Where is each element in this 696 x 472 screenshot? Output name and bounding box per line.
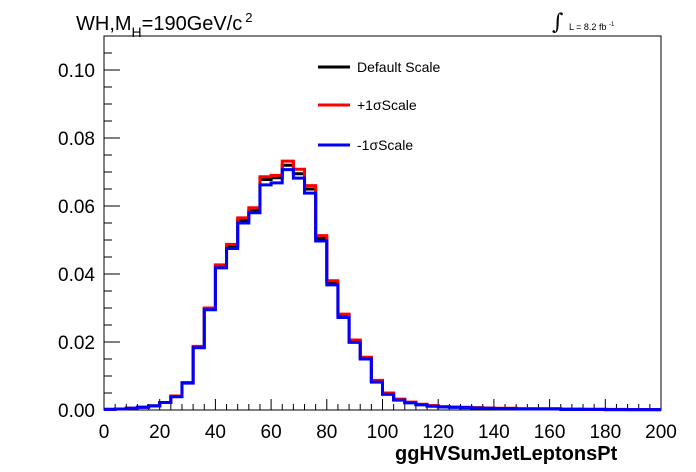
legend: Default Scale +1σScale -1σScale xyxy=(318,59,440,153)
legend-label: Default Scale xyxy=(357,59,440,75)
x-tick-labels: 0 20 40 60 80 100 120 140 160 180 200 xyxy=(99,422,677,443)
plot-title: WH,MH=190GeV/c 2 xyxy=(76,10,253,40)
x-tick-label: 200 xyxy=(645,422,677,443)
x-axis-label: ggHVSumJetLeptonsPt xyxy=(395,443,618,465)
y-tick-label: 0.06 xyxy=(58,197,95,218)
series-line-1 xyxy=(104,159,661,412)
x-tick-label: 140 xyxy=(478,422,510,443)
legend-label: +1σScale xyxy=(357,97,417,113)
x-tick-label: 40 xyxy=(205,422,226,443)
series-line-2 xyxy=(104,168,661,412)
series-line-0 xyxy=(104,163,661,412)
luminosity-unit-exponent: -1 xyxy=(608,22,615,28)
x-tick-label: 160 xyxy=(534,422,566,443)
histogram-series xyxy=(104,159,661,412)
x-tick-label: 100 xyxy=(367,422,399,443)
plot-frame xyxy=(103,35,662,411)
y-tick-label: 0.02 xyxy=(58,333,95,354)
y-tick-label: 0.00 xyxy=(58,401,95,422)
x-tick-label: 180 xyxy=(589,422,621,443)
luminosity-text: L = 8.2 fb xyxy=(569,22,607,32)
x-tick-label: 80 xyxy=(316,422,337,443)
title-superscript: 2 xyxy=(245,10,252,25)
title-subscript: H xyxy=(132,24,142,40)
y-tick-label: 0.10 xyxy=(58,61,95,82)
axis-ticks xyxy=(103,35,662,411)
x-tick-label: 0 xyxy=(99,422,110,443)
title-prefix: WH,M xyxy=(76,13,132,35)
legend-label: -1σScale xyxy=(357,137,413,153)
x-tick-label: 120 xyxy=(422,422,454,443)
y-tick-labels: 0.00 0.02 0.04 0.06 0.08 0.10 xyxy=(58,61,95,422)
title-mid: =190GeV/c xyxy=(142,13,243,35)
integral-symbol: ∫ xyxy=(552,10,564,35)
y-tick-label: 0.08 xyxy=(58,129,95,150)
x-tick-label: 60 xyxy=(261,422,282,443)
x-tick-label: 20 xyxy=(149,422,170,443)
y-tick-label: 0.04 xyxy=(58,265,95,286)
